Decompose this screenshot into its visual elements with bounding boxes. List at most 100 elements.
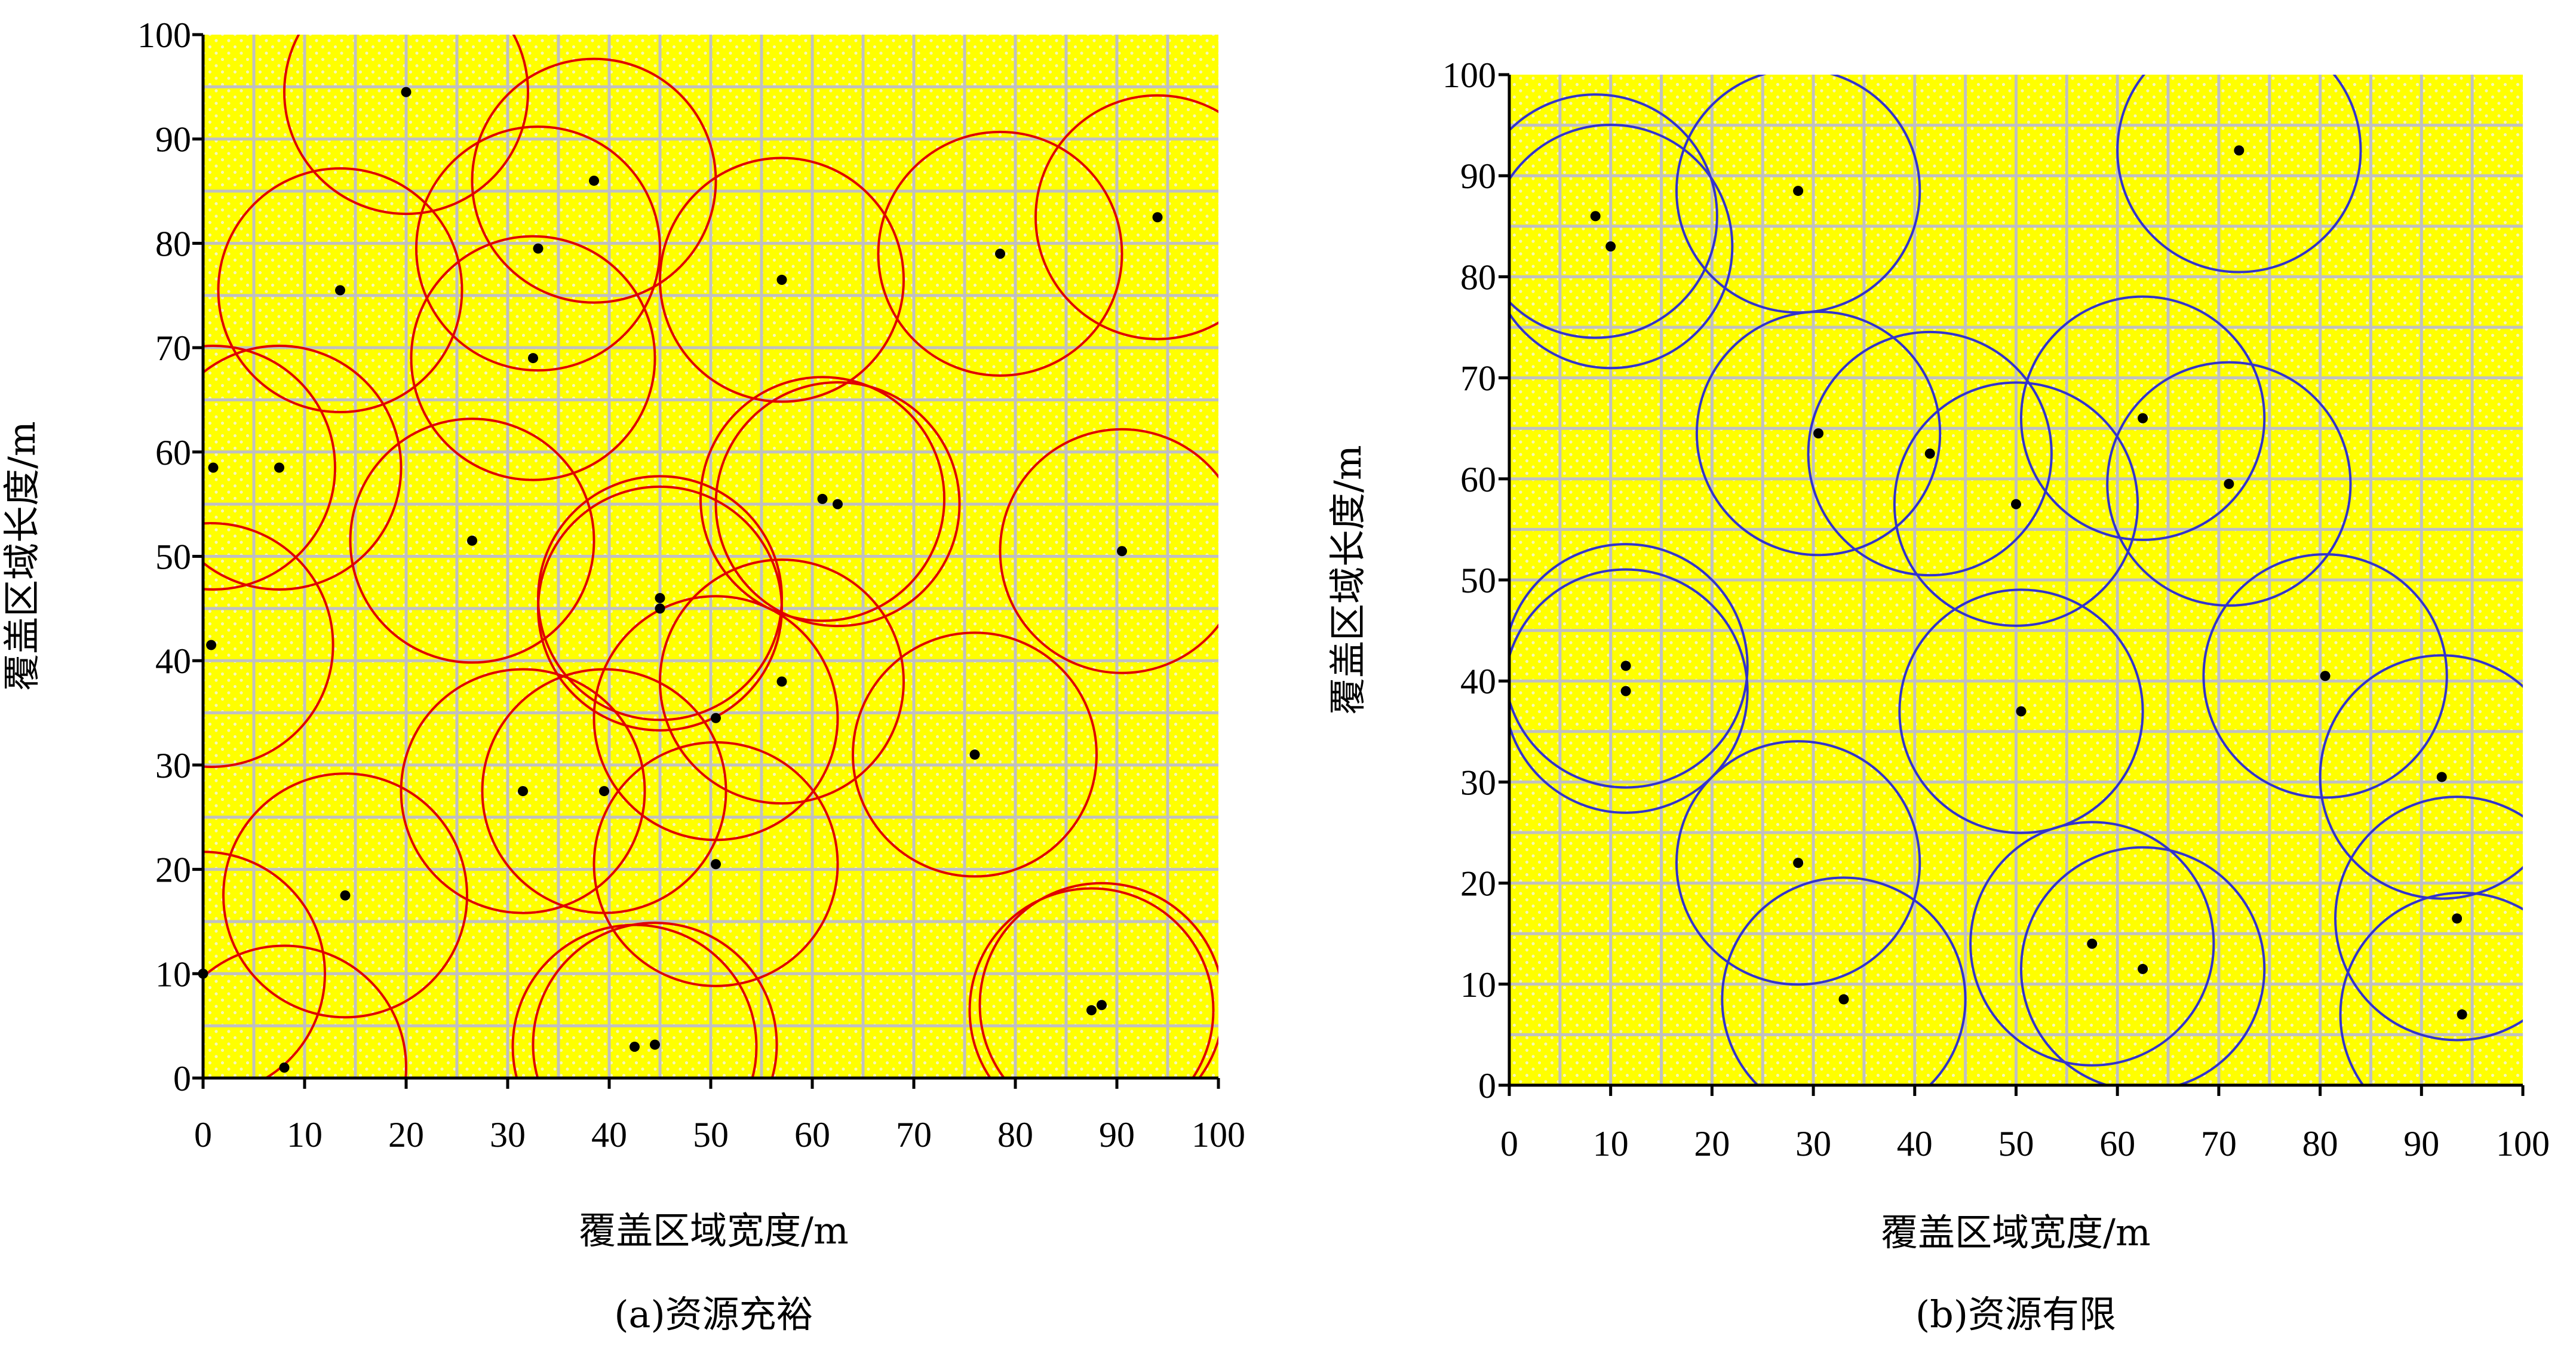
chart-b-x-tick-label: 60 — [2099, 1124, 2135, 1163]
chart-a-node-point-10 — [274, 462, 284, 473]
chart-b-y-tick-label: 80 — [1460, 257, 1496, 297]
chart-b-coverage-circle-5 — [2019, 295, 2266, 541]
chart-a-coverage-circle-21 — [400, 668, 646, 914]
chart-a-x-tick-label: 20 — [388, 1115, 424, 1154]
chart-a-node-point-26 — [1097, 1000, 1107, 1011]
chart-a-y-tick-label: 60 — [155, 433, 191, 472]
chart-b-y-tick-label: 50 — [1460, 561, 1496, 600]
chart-b-coverage-circle-4 — [1509, 124, 1734, 370]
chart-b-node-point-18 — [2138, 963, 2148, 974]
chart-b-x-tick-label: 100 — [2496, 1124, 2550, 1163]
chart-b-panel: 0 10 20 30 40 50 60 70 80 90 100 0 10 20 30 40 50 60 70 80 9… — [1326, 56, 2550, 1336]
chart-b-ticks: 0 10 20 30 40 50 60 70 80 90 100 0 10 20 30 40 50 60 70 80 9… — [1442, 56, 2550, 1163]
chart-b-node-point-16 — [2452, 913, 2463, 924]
chart-a-coverage-circle-24 — [222, 772, 468, 1019]
chart-a-y-tick-label: 0 — [173, 1059, 191, 1098]
chart-b-coverage-circle-19 — [1721, 876, 1967, 1085]
chart-b-x-tick-label: 10 — [1593, 1124, 1629, 1163]
chart-b-y-tick-label: 100 — [1442, 56, 1496, 95]
chart-b-x-axis-title: 覆盖区域宽度/m — [1881, 1211, 2151, 1254]
chart-a-coverage-circle-11 — [349, 417, 595, 664]
chart-b-x-tick-label: 80 — [2302, 1124, 2338, 1163]
chart-b-coverage-circle-9 — [1893, 381, 2139, 627]
chart-a-x-tick-label: 100 — [1192, 1115, 1245, 1154]
chart-a-x-tick-label: 70 — [896, 1115, 932, 1154]
chart-b-caption: (b)资源有限 — [1915, 1292, 2116, 1336]
chart-b-node-point-10 — [1620, 661, 1631, 671]
chart-a-node-point-16 — [655, 603, 665, 614]
chart-b-x-tick-label: 40 — [1897, 1124, 1933, 1163]
chart-a-node-point-1 — [401, 87, 412, 97]
chart-b-node-point-8 — [2224, 478, 2234, 489]
chart-b-x-tick-label: 30 — [1795, 1124, 1831, 1163]
chart-b-node-point-4 — [1605, 241, 1616, 252]
chart-b-y-axis-title: 覆盖区域长度/m — [1326, 445, 1370, 715]
chart-a-coverage-circle-28 — [532, 922, 778, 1078]
chart-b-node-point-17 — [2087, 938, 2098, 949]
chart-b-node-point-1 — [2234, 145, 2245, 156]
chart-b-coverage-circle-6 — [1695, 311, 1942, 557]
chart-a-x-tick-label: 50 — [693, 1115, 729, 1154]
chart-a-node-points — [198, 87, 1163, 1073]
chart-b-coverage-circle-13 — [1898, 588, 2144, 834]
chart-b-node-point-11 — [1620, 686, 1631, 696]
chart-a-coverage-circle-26 — [978, 882, 1218, 1078]
chart-a-y-tick-label: 30 — [155, 746, 191, 785]
chart-b-node-point-2 — [1793, 186, 1804, 196]
chart-a-node-point-15 — [655, 592, 665, 603]
chart-b-coverage-circle-7 — [1807, 330, 2053, 577]
chart-a-node-point-29 — [279, 1063, 290, 1073]
chart-a-node-point-11 — [467, 535, 477, 546]
chart-b-y-tick-label: 40 — [1460, 662, 1496, 701]
chart-a-node-point-6 — [335, 285, 345, 296]
chart-b-coverage-circle-18 — [2020, 846, 2266, 1085]
chart-b-y-tick-label: 20 — [1460, 864, 1496, 904]
chart-b-node-point-15 — [1793, 858, 1804, 868]
chart-a-node-point-22 — [599, 786, 609, 797]
chart-a-node-point-2 — [589, 176, 599, 186]
chart-a-gridlines — [203, 35, 1218, 1078]
chart-a-node-point-8 — [528, 353, 538, 364]
chart-a-x-tick-label: 60 — [794, 1115, 830, 1154]
chart-a-x-tick-label: 40 — [591, 1115, 627, 1154]
chart-a-x-tick-label: 0 — [194, 1115, 212, 1154]
chart-b-coverage-circle-1 — [2116, 75, 2362, 274]
chart-a-ticks: 0 10 20 30 40 50 60 70 80 90 100 0 10 20 30 40 50 60 70 80 9… — [137, 16, 1245, 1154]
chart-b-node-points — [1590, 145, 2467, 1020]
chart-b-node-point-13 — [2016, 706, 2027, 717]
chart-a-x-tick-label: 80 — [997, 1115, 1033, 1154]
chart-b-y-tick-label: 70 — [1460, 359, 1496, 398]
chart-a-x-tick-label: 10 — [287, 1115, 323, 1154]
chart-a-node-point-27 — [630, 1042, 640, 1052]
chart-a-node-point-21 — [518, 786, 528, 797]
chart-b-coverage-circle-12 — [2202, 553, 2448, 799]
chart-b-coverage-circle-14 — [2319, 654, 2523, 900]
chart-b-y-tick-label: 10 — [1460, 965, 1496, 1005]
chart-a-y-tick-label: 40 — [155, 641, 191, 681]
chart-a-x-axis-title: 覆盖区域宽度/m — [579, 1209, 849, 1252]
chart-b-coverage-circle-3 — [1509, 93, 1718, 339]
chart-a-node-point-20 — [969, 749, 980, 760]
chart-b-coverage-circle-8 — [2106, 361, 2352, 607]
chart-b-x-tick-label: 20 — [1694, 1124, 1730, 1163]
chart-a-y-tick-label: 70 — [155, 328, 191, 368]
chart-b-y-tick-label: 0 — [1478, 1066, 1496, 1106]
chart-a-node-point-3 — [1152, 212, 1163, 223]
chart-b-node-point-14 — [2436, 772, 2447, 782]
chart-a-coverage-circle-23 — [592, 741, 839, 987]
chart-b-y-tick-label: 60 — [1460, 460, 1496, 499]
chart-b-node-point-3 — [1590, 211, 1601, 222]
chart-b-y-tick-label: 30 — [1460, 763, 1496, 802]
chart-a-coverage-circle-29 — [203, 944, 407, 1078]
chart-a-coverage-circle-12 — [699, 376, 945, 622]
chart-b-node-point-5 — [2138, 413, 2148, 423]
chart-a-node-point-5 — [995, 248, 1005, 259]
chart-a-coverage-circles — [203, 35, 1218, 1078]
chart-b-coverage-circle-20 — [2339, 891, 2523, 1085]
chart-a-y-tick-label: 80 — [155, 224, 191, 263]
chart-a-coverage-circle-17 — [203, 522, 334, 768]
chart-a-node-point-12 — [817, 493, 828, 504]
chart-b-coverage-circle-11 — [1509, 568, 1749, 814]
chart-a-y-tick-label: 90 — [155, 120, 191, 159]
